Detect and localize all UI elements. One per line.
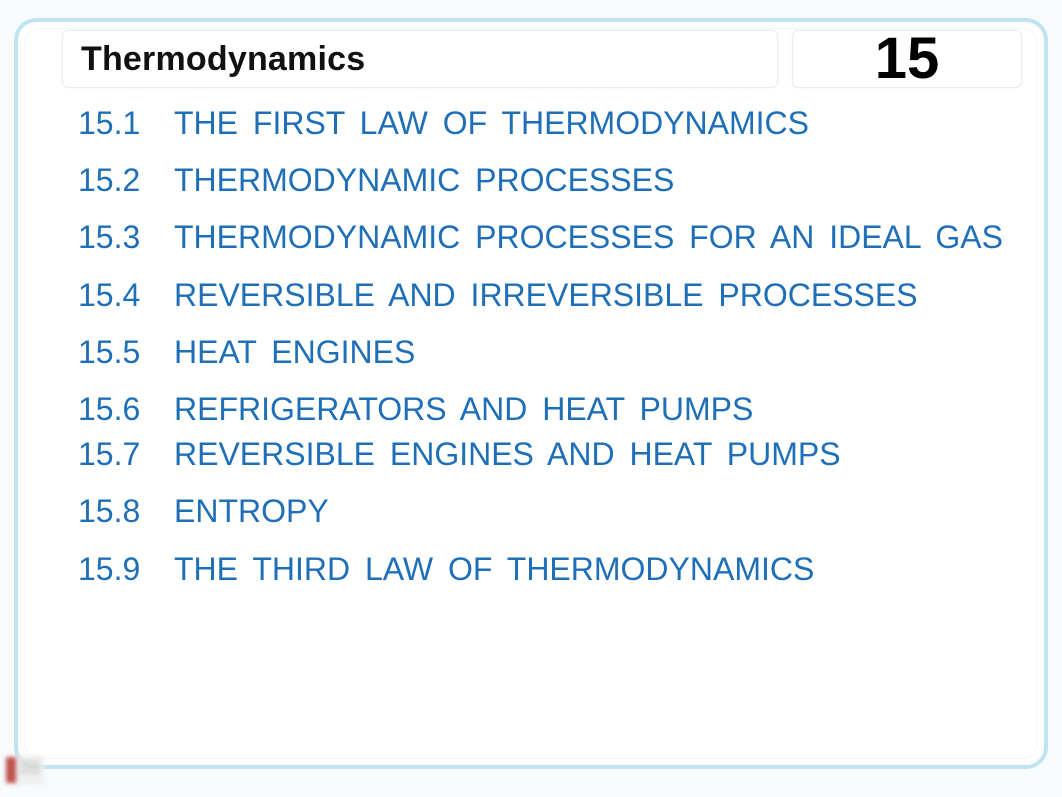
toc-entry-number: 15.9: [78, 548, 174, 591]
toc-entry[interactable]: 15.9THE THIRD LAW OF THERMODYNAMICS: [78, 548, 1014, 591]
chapter-number-box: 15: [792, 30, 1022, 88]
toc-entry[interactable]: 15.6REFRIGERATORS AND HEAT PUMPS: [78, 388, 1014, 431]
toc-entry-title: THE THIRD LAW OF THERMODYNAMICS: [174, 548, 814, 591]
toc-entry-number: 15.2: [78, 159, 174, 202]
toc-entry-number: 15.4: [78, 274, 174, 317]
toc-entry-number: 15.5: [78, 331, 174, 374]
chapter-header: Thermodynamics 15: [62, 28, 1022, 90]
toc-entry-title: THERMODYNAMIC PROCESSES: [174, 159, 674, 202]
toc-entry-title: ENTROPY: [174, 490, 329, 533]
toc-entry-title: THE FIRST LAW OF THERMODYNAMICS: [174, 102, 809, 145]
table-of-contents: 15.1THE FIRST LAW OF THERMODYNAMICS15.2T…: [78, 102, 1014, 745]
toc-entry-title: REFRIGERATORS AND HEAT PUMPS: [174, 388, 753, 431]
toc-entry[interactable]: 15.8ENTROPY: [78, 490, 1014, 533]
toc-entry[interactable]: 15.2THERMODYNAMIC PROCESSES: [78, 159, 1014, 202]
toc-entry-number: 15.6: [78, 388, 174, 431]
toc-entry-title: THERMODYNAMIC PROCESSES FOR AN IDEAL GAS: [174, 216, 1003, 259]
book-icon: [4, 751, 48, 787]
toc-entry-number: 15.8: [78, 490, 174, 533]
page-frame: Thermodynamics 15 15.1THE FIRST LAW OF T…: [14, 18, 1048, 769]
toc-entry[interactable]: 15.5HEAT ENGINES: [78, 331, 1014, 374]
chapter-title-box: Thermodynamics: [62, 30, 778, 88]
toc-entry[interactable]: 15.7REVERSIBLE ENGINES AND HEAT PUMPS: [78, 433, 1014, 476]
toc-entry[interactable]: 15.3THERMODYNAMIC PROCESSES FOR AN IDEAL…: [78, 216, 1014, 259]
toc-entry-title: REVERSIBLE ENGINES AND HEAT PUMPS: [174, 433, 841, 476]
chapter-number: 15: [875, 30, 940, 88]
toc-entry-number: 15.3: [78, 216, 174, 259]
toc-entry-title: HEAT ENGINES: [174, 331, 415, 374]
toc-entry-title: REVERSIBLE AND IRREVERSIBLE PROCESSES: [174, 274, 918, 317]
chapter-title: Thermodynamics: [81, 40, 365, 79]
toc-entry-number: 15.1: [78, 102, 174, 145]
toc-entry[interactable]: 15.4REVERSIBLE AND IRREVERSIBLE PROCESSE…: [78, 274, 1014, 317]
toc-entry-number: 15.7: [78, 433, 174, 476]
toc-entry[interactable]: 15.1THE FIRST LAW OF THERMODYNAMICS: [78, 102, 1014, 145]
